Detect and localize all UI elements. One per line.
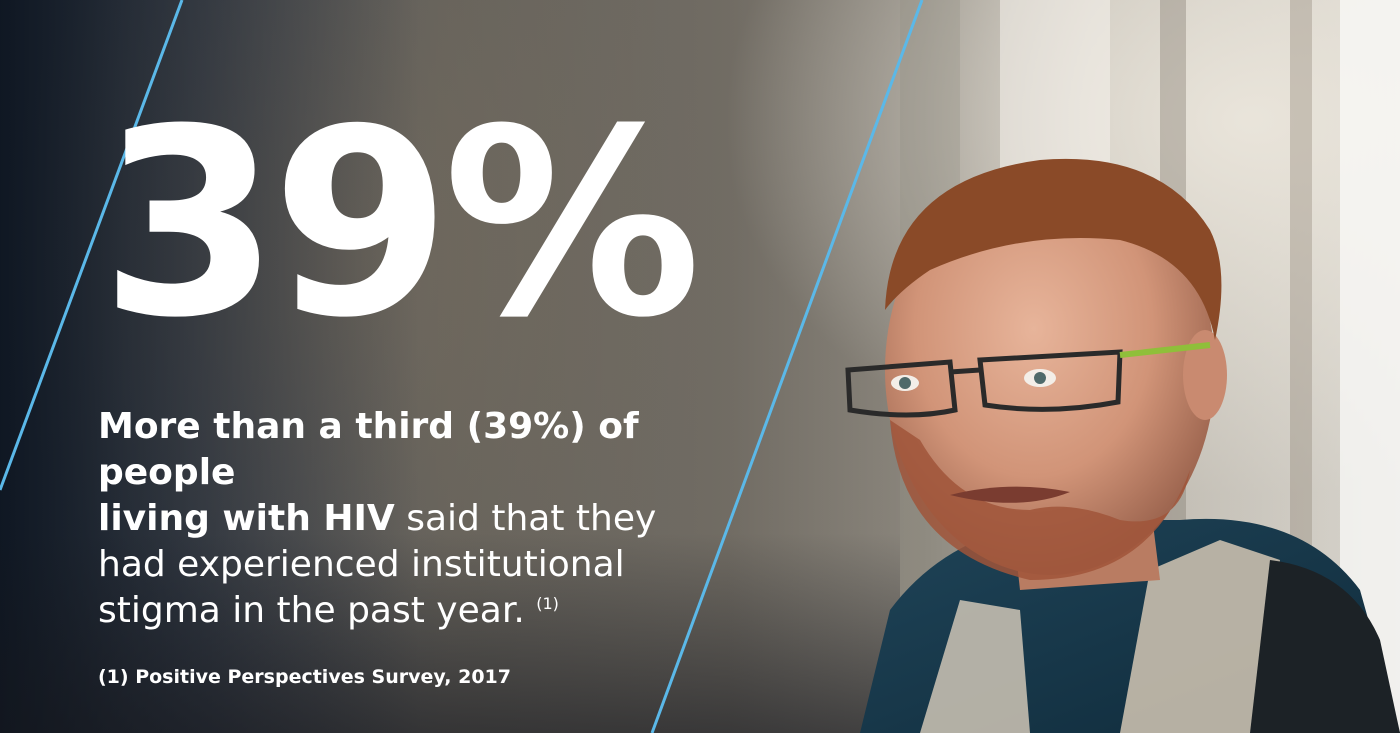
big-statistic: 39% [100,74,702,374]
man-portrait-illustration [845,158,1400,733]
source-citation: (1) Positive Perspectives Survey, 2017 [98,666,511,688]
headline-bold-2: living with HIV [98,498,395,539]
right-accent-line [650,0,924,733]
headline-regular-3: stigma in the past year. [98,590,525,631]
footnote-marker: (1) [536,594,559,613]
headline-regular-2: had experienced institutional [98,544,625,585]
headline-bold-1: More than a third (39%) of people [98,406,639,493]
left-accent-line [0,0,184,491]
headline-text: More than a third (39%) of people living… [98,404,778,634]
headline-regular-1: said that they [394,498,657,539]
